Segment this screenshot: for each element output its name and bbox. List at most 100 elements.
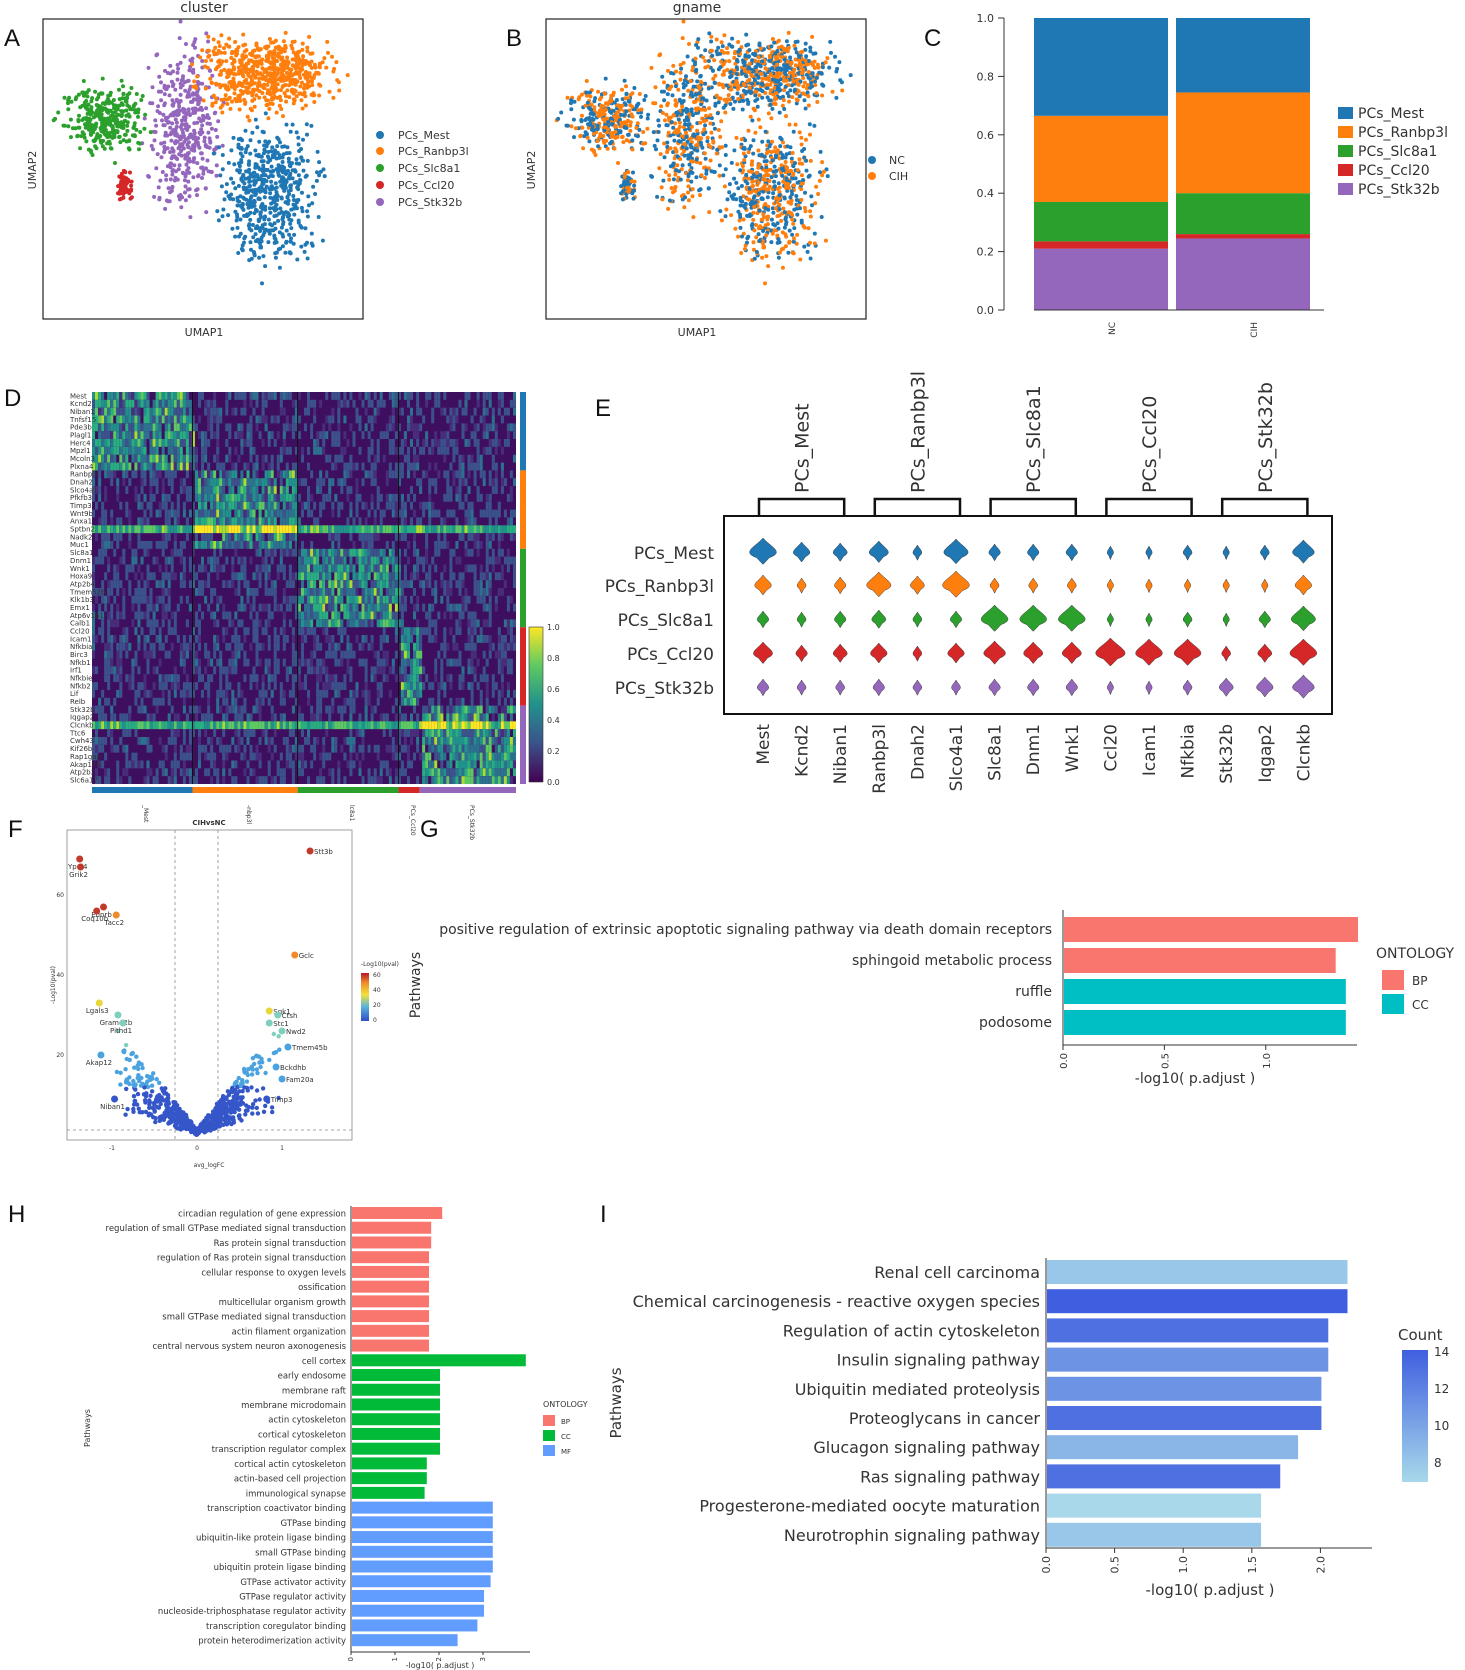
umap-b-point — [745, 196, 750, 201]
umap-a-point — [269, 40, 274, 45]
umap-a-point — [170, 84, 175, 89]
heatmap-cell — [455, 470, 459, 479]
umap-b-point — [793, 57, 798, 62]
umap-b-point — [753, 130, 758, 135]
heatmap-cell — [419, 407, 423, 416]
heatmap-cell — [370, 415, 374, 424]
umap-a-point — [227, 36, 232, 41]
heatmap-cell — [282, 431, 286, 440]
umap-a-point — [171, 168, 176, 173]
heatmap-cell — [237, 392, 241, 400]
umap-a-point — [330, 54, 334, 59]
heatmap-cell — [285, 446, 289, 455]
umap-b-point — [738, 168, 743, 173]
heatmap-cell — [500, 392, 504, 400]
heatmap-cell — [361, 478, 365, 487]
heatmap-cell — [322, 446, 326, 455]
umap-a-point — [233, 234, 238, 239]
umap-b-point — [772, 179, 777, 184]
umap-a-point — [248, 151, 253, 156]
umap-a-point — [266, 44, 271, 49]
umap-a-point — [305, 158, 310, 163]
legend-b-text-cih: CIH — [889, 170, 908, 183]
umap-b-point — [671, 177, 676, 182]
heatmap-cell — [170, 439, 174, 447]
heatmap-cell — [185, 407, 189, 416]
umap-a-point — [187, 170, 192, 175]
umap-b-point — [626, 132, 630, 137]
umap-a-point — [288, 79, 293, 84]
heatmap-cell — [252, 470, 256, 479]
umap-b-point — [694, 157, 699, 162]
umap-a-point — [261, 233, 266, 238]
heatmap-cell — [367, 470, 371, 479]
umap-b-point — [756, 55, 761, 60]
panel-label-b: B — [506, 25, 522, 52]
umap-a-point — [157, 197, 162, 202]
umap-a-point — [247, 222, 252, 227]
umap-a-point — [304, 122, 309, 127]
umap-b-point — [754, 235, 759, 240]
heatmap-cell — [282, 407, 286, 416]
heatmap-cell — [434, 392, 438, 400]
heatmap-cell — [349, 454, 353, 463]
umap-b-point — [727, 42, 732, 47]
umap-a-point — [267, 139, 272, 144]
heatmap-cell — [152, 446, 156, 455]
heatmap-cell — [455, 407, 459, 416]
umap-a-point — [269, 97, 274, 102]
bar-c-pcs_slc8a1-nc — [1034, 201, 1168, 242]
umap-b-point — [765, 217, 770, 222]
heatmap-cell — [228, 454, 232, 463]
heatmap-cell — [98, 423, 102, 432]
umap-a-point — [264, 144, 269, 149]
umap-a-point — [238, 88, 243, 93]
umap-a-point — [162, 123, 167, 128]
umap-a-point — [160, 170, 165, 174]
heatmap-cell — [452, 407, 456, 416]
umap-a-point — [267, 106, 272, 111]
umap-a-point — [311, 75, 316, 80]
heatmap-cell — [213, 470, 217, 479]
umap-a-point — [218, 72, 223, 77]
umap-a-point — [215, 65, 220, 70]
heatmap-cell — [482, 478, 486, 487]
heatmap-cell — [110, 392, 114, 400]
heatmap-cell — [494, 446, 498, 455]
umap-b-point — [757, 153, 762, 158]
heatmap-cell — [285, 415, 289, 424]
heatmap-cell — [219, 415, 223, 424]
heatmap-cell — [370, 478, 374, 487]
umap-b-point — [775, 56, 780, 61]
umap-b-point — [747, 85, 752, 90]
umap-a-point — [101, 101, 105, 106]
umap-a-point — [250, 65, 255, 70]
heatmap-cell — [113, 423, 117, 432]
heatmap-cell — [476, 439, 480, 447]
umap-a-point — [206, 130, 211, 135]
umap-a-point — [232, 58, 237, 63]
umap-b-point — [825, 56, 830, 61]
heatmap-cell — [337, 392, 341, 400]
heatmap-cell — [449, 407, 453, 416]
umap-a-point — [257, 89, 262, 94]
umap-b-point — [703, 81, 708, 86]
heatmap-cell — [167, 415, 171, 424]
umap-b-point — [821, 169, 826, 174]
umap-a-point — [100, 125, 105, 130]
umap-b-point — [723, 167, 728, 172]
heatmap-cell — [370, 423, 374, 432]
umap-a-point — [335, 78, 340, 83]
heatmap-cell — [364, 470, 368, 479]
umap-b-point — [741, 88, 746, 93]
umap-a-point — [249, 78, 254, 83]
heatmap-cell — [104, 431, 108, 440]
heatmap-cell — [291, 415, 295, 424]
umap-b-point — [722, 97, 727, 102]
umap-b-point — [674, 101, 679, 106]
heatmap-cell — [246, 431, 250, 440]
umap-b-point — [809, 194, 814, 199]
umap-b-point — [764, 165, 769, 170]
heatmap-cell — [158, 399, 162, 408]
umap-b-point — [752, 228, 757, 233]
